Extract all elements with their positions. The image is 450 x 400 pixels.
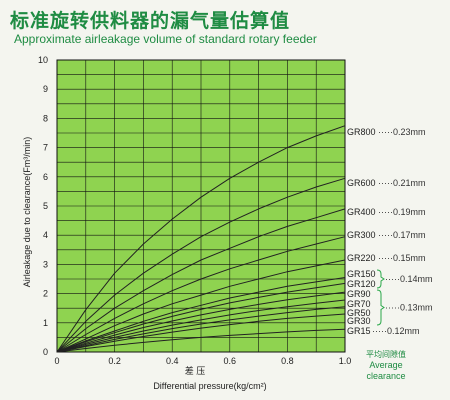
y-tick-label: 2 xyxy=(43,289,48,299)
x-tick-label: 0.8 xyxy=(281,356,294,366)
y-tick-label: 4 xyxy=(43,230,48,240)
axis-ticks: 0 1 2 3 4 5 6 7 8 9 10 0 0.2 0.4 0.6 0.8 1.0 xyxy=(38,55,351,366)
y-tick-label: 5 xyxy=(43,201,48,211)
title-english: Approximate airleakage volume of standar… xyxy=(14,32,317,46)
group-bracket xyxy=(376,269,385,289)
y-tick-label: 9 xyxy=(43,84,48,94)
x-tick-label: 1.0 xyxy=(339,356,352,366)
clearance-label-gr300: ·····0.17mm xyxy=(378,230,426,240)
series-line-gr70 xyxy=(56,299,346,353)
series-line-gr800 xyxy=(56,125,346,353)
group-clearance-label-0: ·····0.14mm xyxy=(385,274,433,284)
x-tick-label: 0.6 xyxy=(224,356,237,366)
clearance-label-gr220: ·····0.15mm xyxy=(378,253,426,263)
series-label-gr220: GR220 xyxy=(347,253,376,263)
y-tick-label: 3 xyxy=(43,259,48,269)
y-tick-label: 8 xyxy=(43,113,48,123)
series-line-gr50 xyxy=(56,306,346,353)
series-line-gr120 xyxy=(56,282,346,353)
series-line-gr600 xyxy=(56,177,346,353)
series-line-gr300 xyxy=(56,236,346,353)
x-tick-label: 0.4 xyxy=(166,356,179,366)
series-label-gr120: GR120 xyxy=(347,279,376,289)
series-lines xyxy=(56,125,346,353)
series-line-gr400 xyxy=(56,208,346,353)
y-axis-label: Airleakage due to clearance(Fm³/min) xyxy=(22,137,32,288)
series-line-gr220 xyxy=(56,259,346,353)
average-clearance-en-1: Average xyxy=(369,360,402,370)
x-axis-label: Differential pressure(kg/cm²) xyxy=(153,381,266,391)
clearance-label-gr400: ·····0.19mm xyxy=(378,207,426,217)
title-chinese: 标准旋转供料器的漏气量估算值 xyxy=(10,10,291,32)
y-tick-label: 1 xyxy=(43,318,48,328)
average-clearance-cn: 平均间隙值 xyxy=(366,349,406,359)
series-label-gr800: GR800 xyxy=(347,127,376,137)
clearance-label-gr800: ·····0.23mm xyxy=(378,127,426,137)
series-line-gr15 xyxy=(56,328,346,353)
series-line-gr30 xyxy=(56,313,346,353)
series-label-gr90: GR90 xyxy=(347,289,371,299)
series-label-gr150: GR150 xyxy=(347,269,376,279)
average-clearance-en-2: clearance xyxy=(366,371,405,381)
series-label-gr15: GR15 xyxy=(347,326,371,336)
clearance-label-gr15: ·····0.12mm xyxy=(372,326,420,336)
series-label-gr600: GR600 xyxy=(347,178,376,188)
series-label-gr30: GR30 xyxy=(347,316,371,326)
series-label-gr70: GR70 xyxy=(347,299,371,309)
series-label-gr50: GR50 xyxy=(347,308,371,318)
series-label-gr300: GR300 xyxy=(347,230,376,240)
series-line-gr90 xyxy=(56,291,346,353)
y-tick-label: 0 xyxy=(43,347,48,357)
y-tick-label: 10 xyxy=(38,55,48,65)
series-label-gr400: GR400 xyxy=(347,207,376,217)
y-tick-label: 6 xyxy=(43,172,48,182)
y-tick-label: 7 xyxy=(43,143,48,153)
series-line-gr150 xyxy=(56,277,346,353)
x-tick-label: 0 xyxy=(54,356,59,366)
group-bracket xyxy=(376,289,385,326)
group-clearance-label-1: ·····0.13mm xyxy=(385,303,433,313)
x-axis-label-chinese: 差 压 xyxy=(185,365,206,376)
x-tick-label: 0.2 xyxy=(108,356,121,366)
clearance-label-gr600: ·····0.21mm xyxy=(378,178,426,188)
